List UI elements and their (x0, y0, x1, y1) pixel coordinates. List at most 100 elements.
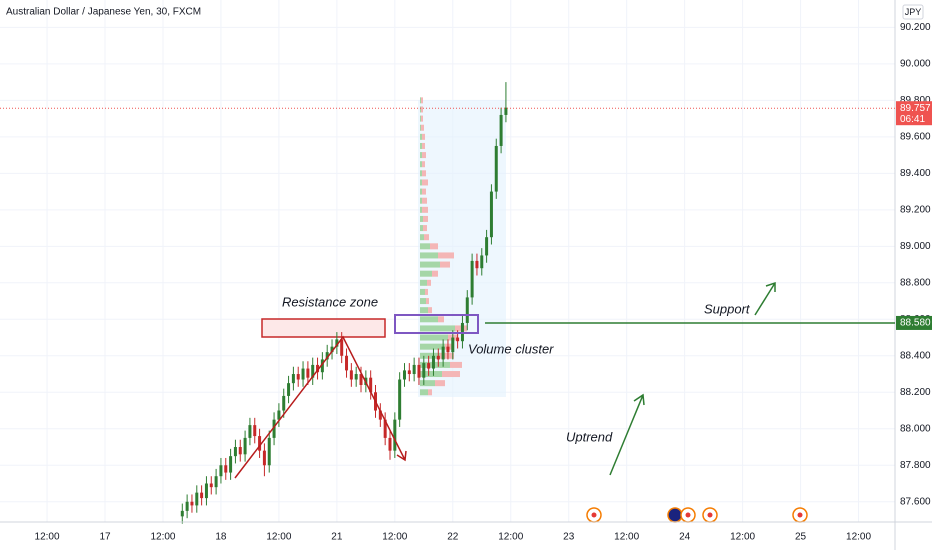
arrow-head (765, 281, 776, 292)
x-tick-label: 12:00 (35, 532, 60, 543)
candle-body (209, 483, 213, 488)
candle-body (393, 419, 397, 451)
event-dot (707, 512, 713, 518)
profile-sell (422, 142, 425, 149)
candle-body (325, 352, 329, 360)
currency-badge (902, 4, 924, 20)
event-dot (591, 512, 597, 518)
profile-sell (422, 170, 426, 177)
candle-body (441, 346, 445, 360)
candle-body (446, 346, 450, 353)
profile-buy (420, 206, 422, 213)
candle-body (485, 237, 489, 256)
candle-body (388, 437, 392, 451)
axes: 12:00 17 12:00 18 12:00 21 12:00 22 12:00 23 12:00… (0, 22, 932, 543)
green-arrows (609, 281, 776, 476)
y-tick-label: 89.000 (900, 241, 931, 252)
y-tick-label: 87.800 (900, 460, 931, 471)
profile-buy (420, 334, 448, 341)
annotation: Uptrend (566, 429, 613, 444)
y-tick-label: 89.800 (900, 95, 931, 106)
support-badge (896, 315, 932, 330)
uptrend-arrow (609, 394, 644, 476)
candle-body (180, 510, 184, 517)
support-arrow (754, 282, 776, 316)
candle-body (345, 355, 349, 371)
profile-buy (420, 124, 421, 131)
candle-body (311, 364, 315, 378)
profile-sell (427, 279, 431, 286)
candle-body (335, 339, 339, 347)
profile-buy (420, 142, 422, 149)
last-price-badge (896, 101, 932, 126)
profile-sell (421, 106, 423, 113)
profile-buy (420, 325, 455, 332)
event-icon (667, 507, 683, 523)
profile-sell (438, 316, 444, 323)
candle-body (431, 355, 435, 369)
y-tick-label: 88.400 (900, 350, 931, 361)
candle-body (282, 395, 286, 411)
y-tick-label: 88.200 (900, 387, 931, 398)
y-tick-label: 89.600 (900, 131, 931, 142)
profile-buy (420, 188, 422, 195)
x-tick-label: 22 (447, 532, 459, 543)
candle-body (316, 364, 320, 373)
profile-sell (422, 206, 428, 213)
profile-buy (420, 97, 421, 104)
candle-body (504, 107, 508, 115)
candle-body (494, 145, 498, 192)
profile-buy (420, 243, 430, 250)
x-tick-label: 12:00 (614, 532, 639, 543)
profile-sell (422, 188, 426, 195)
profile-buy (420, 261, 440, 268)
profile-buy (420, 371, 442, 378)
profile-buy (420, 161, 422, 168)
profile-buy (420, 133, 422, 140)
profile-sell (440, 261, 450, 268)
candle-body (258, 436, 262, 451)
candle-body (383, 419, 387, 438)
profile-sell (421, 97, 423, 104)
profile-sell (438, 252, 454, 259)
candle-body (422, 363, 426, 378)
profile-sell (423, 215, 428, 222)
candle-body (499, 114, 503, 146)
candle-body (214, 476, 218, 488)
profile-sell (421, 124, 424, 131)
countdown-label: 06:41 (900, 114, 925, 125)
candle-body (238, 447, 242, 455)
profile-sell (424, 234, 429, 241)
y-tick-label: 89.400 (900, 168, 931, 179)
candle-body (296, 374, 300, 380)
profile-buy (420, 298, 426, 305)
red-arrows (234, 335, 407, 479)
trend-path (234, 335, 406, 479)
candle-body (320, 359, 324, 373)
x-tick-label: 12:00 (730, 532, 755, 543)
candle-body (200, 492, 204, 499)
event-icons (586, 507, 808, 523)
candle-body (291, 374, 295, 384)
profile-buy (420, 234, 424, 241)
profile-buy (420, 270, 432, 277)
candle-body (349, 370, 353, 380)
candle-body (330, 346, 334, 353)
candle-body (224, 465, 228, 473)
candle-body (407, 370, 411, 375)
profile-sell (440, 352, 454, 359)
candle-body (451, 337, 455, 353)
annotation: Resistance zone (282, 294, 378, 309)
candle-body (262, 450, 266, 466)
profile-buy (420, 288, 425, 295)
profile-sell (430, 243, 438, 250)
arrow-head (396, 450, 407, 462)
candle-body (229, 456, 233, 473)
candle-body (190, 501, 194, 506)
candle-body (465, 297, 469, 323)
profile-sell (425, 288, 428, 295)
profile-buy (420, 352, 440, 359)
profile-buy (420, 152, 422, 159)
candle-body (369, 377, 373, 393)
